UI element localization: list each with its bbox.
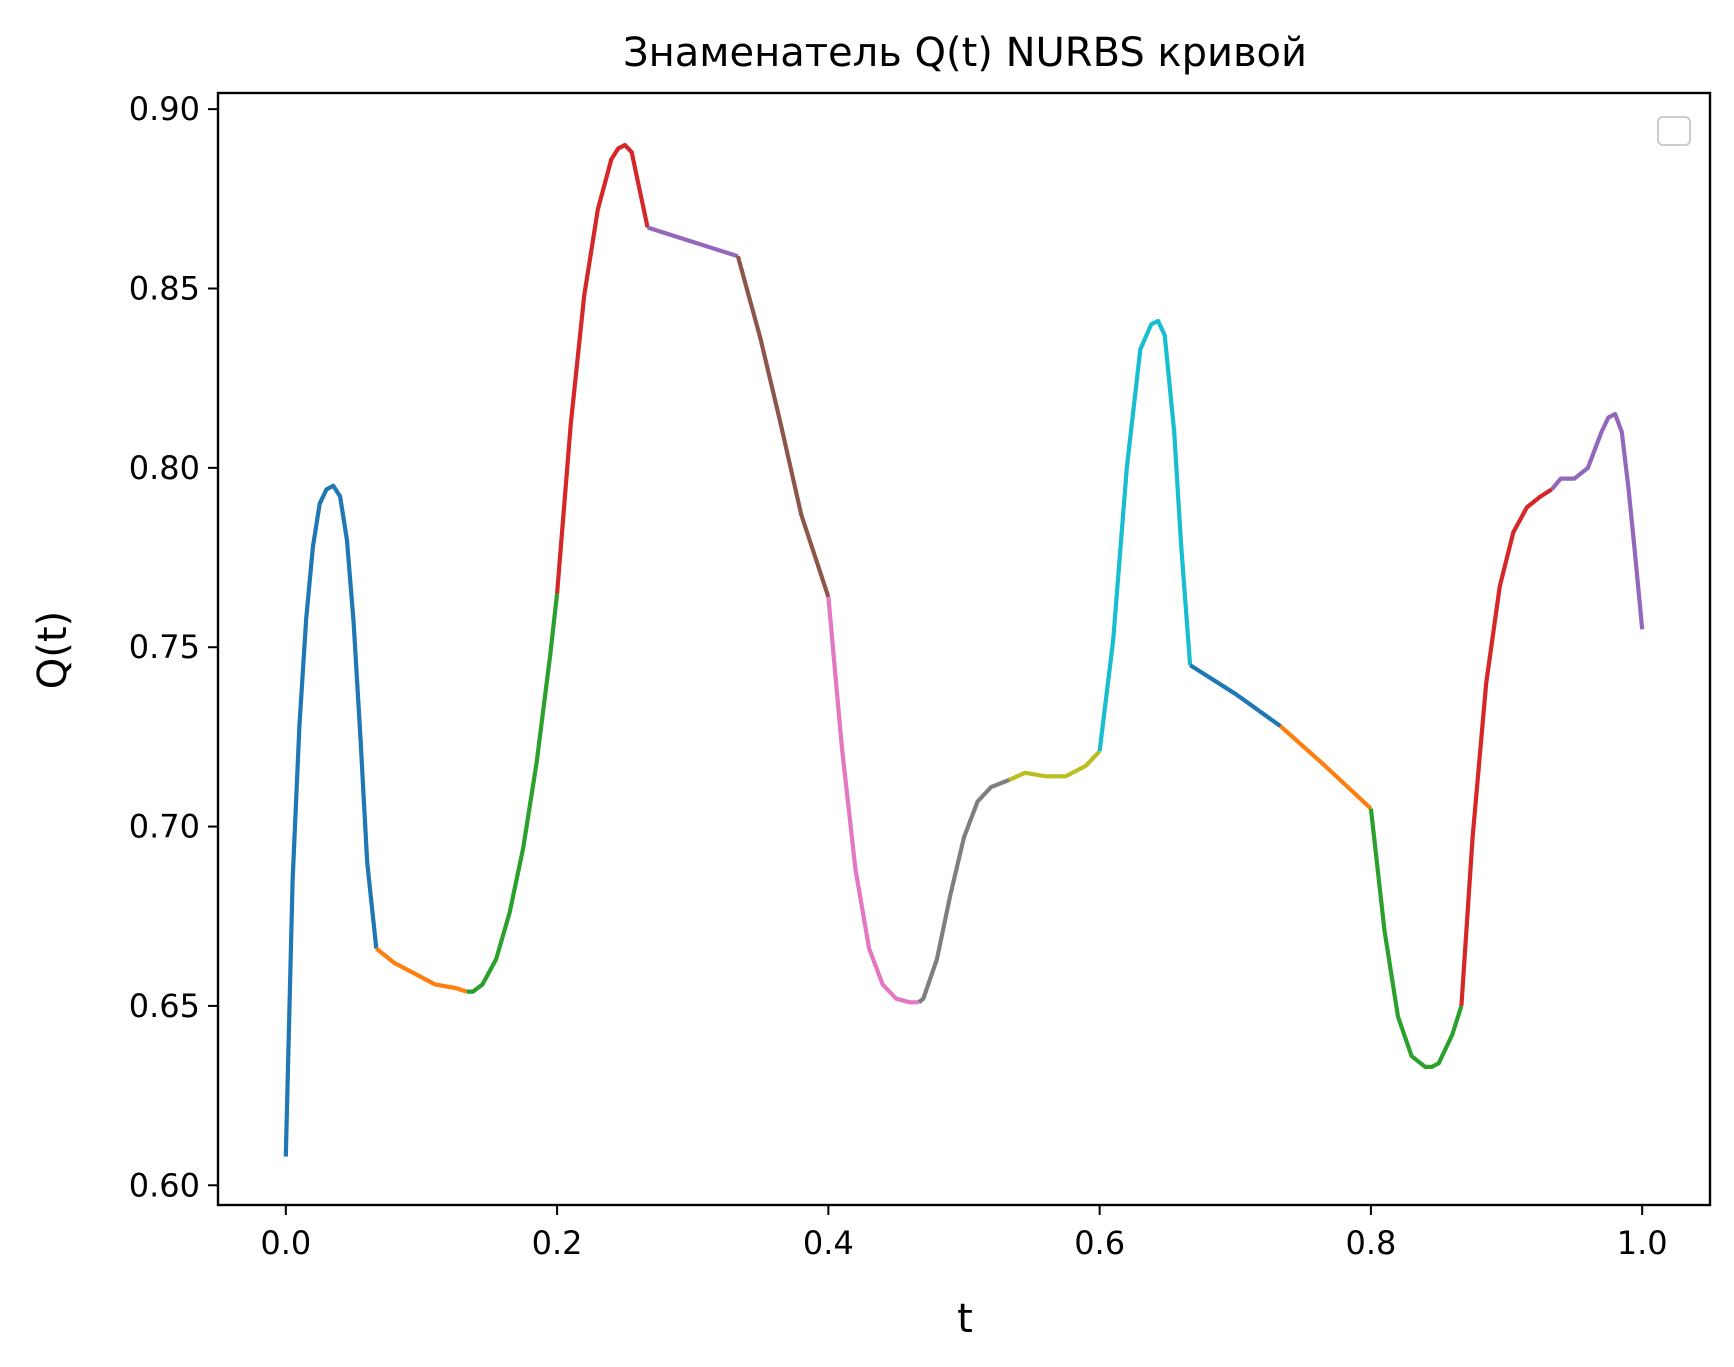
series-line-6 [735, 255, 831, 598]
y-tick-label: 0.75 [129, 628, 200, 666]
y-axis: 0.60 0.65 0.70 0.75 0.80 0.85 0.90 [129, 90, 218, 1204]
y-tick-label: 0.65 [129, 987, 200, 1025]
y-tick-label: 0.60 [129, 1166, 200, 1204]
plot-frame [216, 91, 1712, 1207]
y-axis-label: Q(t) [30, 611, 76, 689]
x-tick-label: 0.6 [1074, 1224, 1125, 1262]
series-line-2 [374, 946, 468, 994]
y-tick-label: 0.85 [129, 269, 200, 307]
series-layer [283, 142, 1645, 1157]
x-axis: 0.0 0.2 0.4 0.6 0.8 1.0 [260, 1205, 1668, 1262]
legend-box [1657, 116, 1691, 146]
series-line-13 [1368, 808, 1464, 1069]
series-line-8 [917, 777, 1010, 1004]
plot-area [216, 91, 1712, 1207]
y-tick-label: 0.90 [129, 90, 200, 128]
chart-title: Знаменатель Q(t) NURBS кривой [623, 30, 1307, 76]
series-line-11 [1188, 663, 1282, 728]
series-line-15 [1550, 411, 1645, 630]
series-line-12 [1279, 724, 1373, 811]
series-line-9 [1008, 749, 1102, 782]
series-line-10 [1097, 318, 1193, 752]
series-line-14 [1459, 487, 1553, 1007]
y-tick-label: 0.70 [129, 808, 200, 846]
x-axis-label: t [957, 1296, 973, 1342]
series-line-1 [283, 483, 379, 1157]
x-tick-label: 0.0 [260, 1224, 311, 1262]
y-tick-label: 0.80 [129, 449, 200, 487]
x-tick-label: 0.2 [532, 1224, 583, 1262]
series-line-5 [646, 225, 739, 259]
x-tick-label: 0.4 [803, 1224, 854, 1262]
x-tick-label: 0.8 [1345, 1224, 1396, 1262]
legend [1657, 116, 1691, 146]
series-line-7 [826, 596, 919, 1005]
x-tick-label: 1.0 [1617, 1224, 1668, 1262]
series-line-3 [466, 593, 560, 994]
series-line-4 [555, 142, 650, 594]
